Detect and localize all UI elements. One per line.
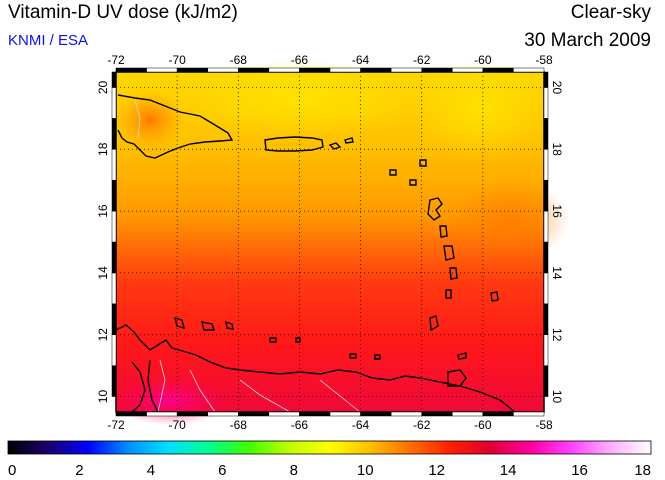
lon-tick-label-top: -72 (107, 53, 125, 67)
lon-tick-label-top: -68 (230, 53, 248, 67)
borders (134, 99, 361, 413)
map-title: Vitamin-D UV dose (kJ/m2) (8, 2, 238, 23)
sky-condition-label: Clear-sky (570, 2, 651, 23)
hispaniola-coast (117, 94, 234, 159)
lon-tick-labels: -72 -72 -70 -70 -68 -68 -66 -66 -64 -64 -62 -62 -60 -… (107, 53, 553, 432)
colorbar-tick-label: 16 (571, 462, 588, 479)
lon-tick-label-bottom: -62 (413, 418, 431, 432)
colorbar-scale (7, 440, 652, 455)
colorbar-tick-label: 14 (500, 462, 517, 479)
lon-tick-label-top: -70 (168, 53, 186, 67)
lat-tick-label-left: 20 (96, 80, 110, 94)
virgin-islands-coast (328, 137, 354, 150)
colorbar-tick-label: 18 (634, 462, 651, 479)
colorbar-tick-label: 8 (290, 462, 298, 479)
barbados-coast (490, 291, 499, 302)
lat-tick-label-right: 20 (550, 81, 564, 95)
lat-tick-labels: 10 10 12 12 14 14 16 16 18 18 20 20 (96, 80, 564, 403)
st-vincent-coast (445, 289, 452, 299)
puerto-rico-coast (264, 136, 324, 152)
lon-scale-segment (513, 67, 545, 73)
lat-tick-label-left: 18 (96, 142, 110, 156)
lat-tick-label-right: 14 (550, 266, 564, 280)
lon-tick-label-top: -64 (352, 53, 370, 67)
lon-tick-label-bottom: -66 (291, 418, 309, 432)
colorbar-tick-label: 12 (428, 462, 445, 479)
lat-tick-label-right: 16 (550, 204, 564, 218)
guadeloupe-coast (427, 197, 443, 221)
maracaibo-coast (131, 359, 159, 413)
lat-tick-label-right: 18 (550, 143, 564, 157)
grenada-coast (429, 315, 439, 332)
lon-tick-label-top: -62 (413, 53, 431, 67)
credit-label: KNMI / ESA (8, 32, 89, 49)
colorbar-tick-label: 4 (147, 462, 155, 479)
lat-tick-label-right: 12 (550, 328, 564, 342)
lat-tick-label-left: 10 (96, 390, 110, 404)
lon-tick-label-bottom: -68 (230, 418, 248, 432)
martinique-coast (443, 245, 455, 261)
colorbar-tick-labels: 0 2 4 6 8 10 12 14 16 18 (8, 462, 651, 479)
colorbar-tick-label: 10 (357, 462, 374, 479)
lon-tick-label-bottom: -70 (168, 418, 186, 432)
south-america-coast (115, 324, 516, 413)
lat-tick-label-right: 10 (550, 390, 564, 404)
lat-axis-bars (111, 71, 549, 397)
lat-tick-label-left: 16 (96, 204, 110, 218)
lon-axis-bars (115, 67, 545, 417)
lon-tick-label-bottom: -72 (107, 418, 125, 432)
lon-tick-label-top: -58 (535, 53, 553, 67)
coastlines (115, 94, 516, 413)
dominica-coast (439, 225, 448, 238)
aruba-curacao-coast (174, 316, 234, 331)
lon-tick-label-bottom: -58 (535, 418, 553, 432)
date-label: 30 March 2009 (524, 30, 651, 51)
lon-tick-label-bottom: -60 (474, 418, 492, 432)
lat-tick-label-left: 14 (96, 266, 110, 280)
colorbar-tick-label: 6 (218, 462, 226, 479)
lat-scale-segment (111, 71, 117, 88)
lon-tick-label-bottom: -64 (352, 418, 370, 432)
lat-tick-label-left: 12 (96, 328, 110, 342)
lon-tick-label-top: -66 (291, 53, 309, 67)
trinidad-coast (447, 369, 467, 387)
colorbar-tick-label: 0 (8, 462, 16, 479)
st-lucia-coast (449, 267, 458, 280)
lon-scale-segment (513, 411, 545, 417)
lat-scale-segment (543, 71, 549, 88)
small-islands-coast (269, 159, 467, 360)
colorbar-tick-label: 2 (75, 462, 83, 479)
lon-tick-label-top: -60 (474, 53, 492, 67)
